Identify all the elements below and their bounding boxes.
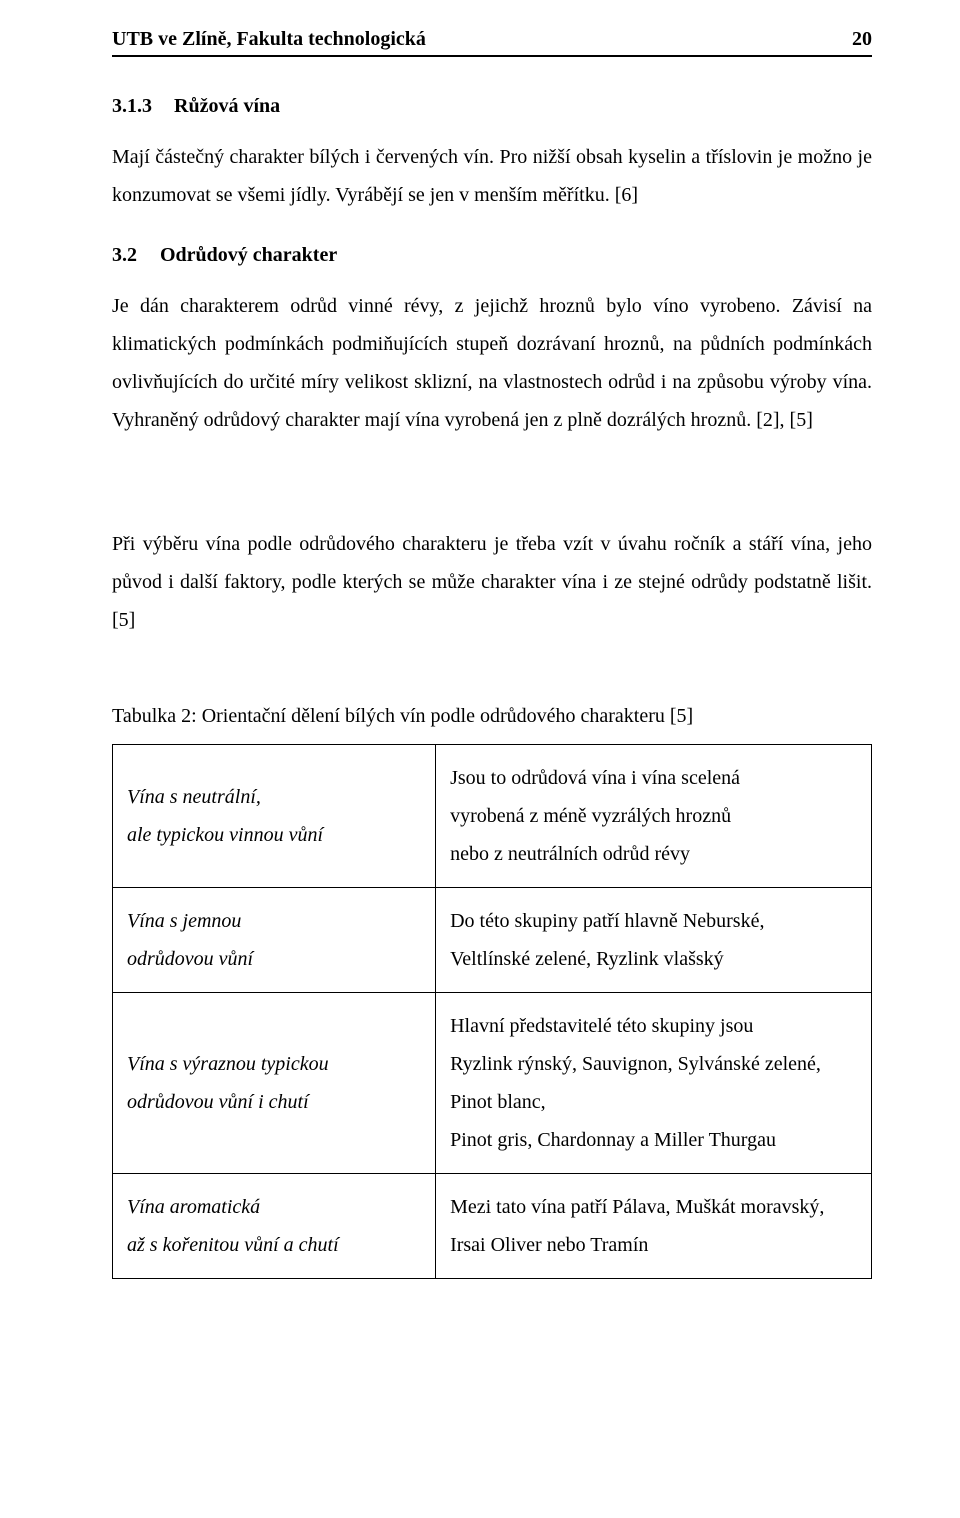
table-cell-right: Mezi tato vína patří Pálava, Muškát mora… xyxy=(436,1174,872,1279)
paragraph-32-2: Při výběru vína podle odrůdového charakt… xyxy=(112,525,872,639)
cell-line: Veltlínské zelené, Ryzlink vlašský xyxy=(450,940,857,978)
table-cell-left: Vína s jemnou odrůdovou vůní xyxy=(113,888,436,993)
cell-line: odrůdovou vůní xyxy=(127,940,421,978)
heading-number: 3.1.3 xyxy=(112,95,174,118)
table-cell-left: Vína s neutrální, ale typickou vinnou vů… xyxy=(113,745,436,888)
cell-line: Hlavní představitelé této skupiny jsou xyxy=(450,1007,857,1045)
cell-line: vyrobená z méně vyzrálých hroznů xyxy=(450,797,857,835)
cell-line: Irsai Oliver nebo Tramín xyxy=(450,1226,857,1264)
cell-line: Pinot gris, Chardonnay a Miller Thurgau xyxy=(450,1121,857,1159)
table-cell-left: Vína aromatická až s kořenitou vůní a ch… xyxy=(113,1174,436,1279)
wine-table: Vína s neutrální, ale typickou vinnou vů… xyxy=(112,744,872,1279)
cell-line: odrůdovou vůní i chutí xyxy=(127,1083,421,1121)
cell-line: Ryzlink rýnský, Sauvignon, Sylvánské zel… xyxy=(450,1045,857,1121)
heading-3-2: 3.2Odrůdový charakter xyxy=(112,244,872,267)
heading-title: Odrůdový charakter xyxy=(160,244,337,266)
table-row: Vína s jemnou odrůdovou vůní Do této sku… xyxy=(113,888,872,993)
table-cell-right: Hlavní představitelé této skupiny jsou R… xyxy=(436,993,872,1174)
heading-number: 3.2 xyxy=(112,244,160,267)
cell-line: Vína s jemnou xyxy=(127,902,421,940)
running-header: UTB ve Zlíně, Fakulta technologická 20 xyxy=(112,28,872,57)
cell-line: Vína s výraznou typickou xyxy=(127,1045,421,1083)
header-left: UTB ve Zlíně, Fakulta technologická xyxy=(112,28,426,51)
cell-line: Jsou to odrůdová vína i vína scelená xyxy=(450,759,857,797)
table-cell-left: Vína s výraznou typickou odrůdovou vůní … xyxy=(113,993,436,1174)
spacer xyxy=(112,669,872,705)
table-row: Vína aromatická až s kořenitou vůní a ch… xyxy=(113,1174,872,1279)
page: UTB ve Zlíně, Fakulta technologická 20 3… xyxy=(0,0,960,1518)
heading-3-1-3: 3.1.3Růžová vína xyxy=(112,95,872,118)
paragraph-313: Mají částečný charakter bílých i červený… xyxy=(112,138,872,214)
spacer xyxy=(112,469,872,505)
table-row: Vína s výraznou typickou odrůdovou vůní … xyxy=(113,993,872,1174)
cell-line: Vína aromatická xyxy=(127,1188,421,1226)
table-cell-right: Do této skupiny patří hlavně Neburské, V… xyxy=(436,888,872,993)
cell-line: nebo z neutrálních odrůd révy xyxy=(450,835,857,873)
cell-line: ale typickou vinnou vůní xyxy=(127,816,421,854)
cell-line: Mezi tato vína patří Pálava, Muškát mora… xyxy=(450,1188,857,1226)
cell-line: Do této skupiny patří hlavně Neburské, xyxy=(450,902,857,940)
table-row: Vína s neutrální, ale typickou vinnou vů… xyxy=(113,745,872,888)
table-cell-right: Jsou to odrůdová vína i vína scelená vyr… xyxy=(436,745,872,888)
heading-title: Růžová vína xyxy=(174,95,280,117)
table-caption: Tabulka 2: Orientační dělení bílých vín … xyxy=(112,705,872,728)
header-page-number: 20 xyxy=(852,28,872,51)
cell-line: až s kořenitou vůní a chutí xyxy=(127,1226,421,1264)
paragraph-32-1: Je dán charakterem odrůd vinné révy, z j… xyxy=(112,287,872,439)
cell-line: Vína s neutrální, xyxy=(127,778,421,816)
